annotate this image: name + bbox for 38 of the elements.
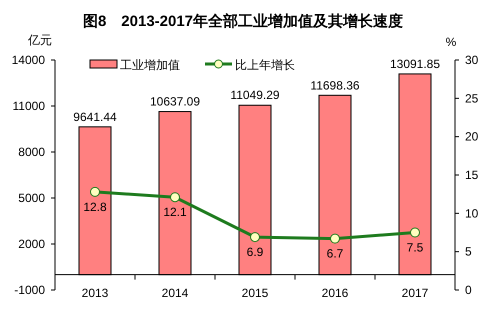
x-tick-label: 2015 — [242, 286, 269, 300]
x-tick-label: 2016 — [322, 286, 349, 300]
y-tick-label: 11000 — [12, 99, 46, 113]
y2-tick-label: 5 — [465, 244, 472, 259]
x-tick-label: 2014 — [162, 286, 189, 300]
y-tick-label: 2000 — [18, 237, 46, 251]
chart-title: 图8 2013-2017年全部工业增加值及其增长速度 — [82, 12, 404, 30]
legend-label: 比上年增长 — [235, 58, 295, 72]
y2-tick-label: 20 — [465, 130, 479, 144]
x-tick-label: 2017 — [402, 286, 429, 300]
y-tick-label: 14000 — [12, 53, 46, 67]
legend-label: 工业增加值 — [120, 58, 180, 72]
y-tick-label: 5000 — [18, 191, 46, 205]
y2-tick-label: 25 — [465, 91, 479, 106]
x-tick-label: 2013 — [82, 286, 109, 300]
y2-tick-label: 10 — [465, 206, 479, 220]
data-label: 10637.09 — [150, 94, 200, 109]
y-axis-title: 亿元 — [27, 33, 52, 47]
point — [410, 228, 420, 238]
y2-tick-label: 30 — [465, 53, 479, 67]
y2-axis-title: % — [446, 35, 457, 49]
data-label: 12.1 — [163, 205, 187, 220]
y-tick-label: 8000 — [18, 145, 46, 159]
point — [330, 234, 340, 244]
y-tick-label: -1000 — [14, 283, 46, 297]
data-label: 6.9 — [246, 245, 264, 260]
data-label: 11049.29 — [230, 88, 280, 102]
point — [250, 232, 260, 242]
data-label: 7.5 — [406, 240, 424, 254]
data-label: 6.7 — [326, 246, 344, 261]
data-label: 11698.36 — [310, 78, 360, 92]
data-label: 12.8 — [83, 200, 107, 214]
y2-tick-label: 0 — [465, 283, 472, 297]
data-label: 13091.85 — [390, 56, 440, 71]
point — [90, 186, 100, 197]
data-label: 9641.44 — [73, 110, 118, 124]
y2-tick-label: 15 — [465, 168, 479, 182]
point — [170, 192, 180, 202]
